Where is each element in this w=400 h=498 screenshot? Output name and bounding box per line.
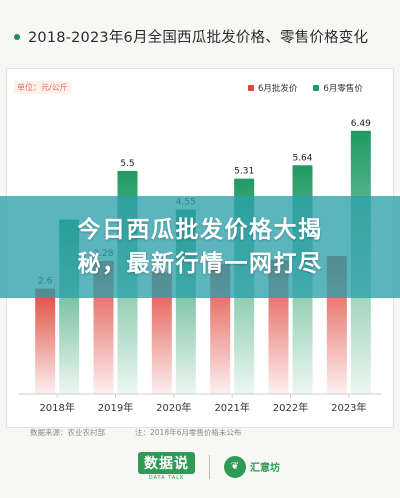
title-row: 2018-2023年6月全国西瓜批发价格、零售价格变化	[14, 26, 368, 47]
footnote: 注：2018年6月零售价格未公布	[135, 428, 242, 437]
leaf-icon: ❦	[224, 455, 246, 478]
legend-label-retail: 6月零售价	[323, 84, 363, 94]
shujushuo-logo-text: 数据说	[138, 452, 195, 474]
chart-title: 2018-2023年6月全国西瓜批发价格、零售价格变化	[28, 30, 369, 46]
legend-label-wholesale: 6月批发价	[258, 84, 298, 94]
value-label-retail-3: 5.31	[234, 167, 254, 177]
legend-swatch-wholesale	[248, 85, 254, 91]
headline-banner: 今日西瓜批发价格大揭 秘，最新行情一网打尽	[0, 196, 400, 298]
title-bullet-icon	[14, 33, 20, 40]
bar-wholesale-2	[151, 272, 172, 394]
footer-logos: 数据说 DATA TALK ❦ 汇意坊	[138, 452, 280, 481]
x-tick-label-5: 2023年	[331, 401, 366, 414]
legend-item-retail: 6月零售价	[313, 82, 363, 94]
huiyiting-logo: ❦ 汇意坊	[224, 455, 280, 478]
bar-wholesale-0	[35, 288, 56, 394]
x-tick-label-2: 2020年	[156, 401, 191, 414]
unit-label: 单位：元/公斤	[14, 81, 71, 94]
value-label-retail-1: 5.5	[120, 159, 134, 169]
data-source: 数据来源：农业农村部	[30, 428, 105, 437]
x-tick-label-3: 2021年	[214, 401, 249, 414]
x-tick-label-1: 2019年	[98, 401, 133, 414]
shujushuo-logo: 数据说 DATA TALK	[138, 452, 195, 481]
headline-line-1: 今日西瓜批发价格大揭	[77, 217, 323, 243]
huiyiting-logo-text: 汇意坊	[250, 463, 280, 474]
value-label-retail-5: 6.49	[351, 119, 371, 129]
headline-line-2: 秘，最新行情一网打尽	[77, 251, 323, 277]
logo-divider	[209, 454, 210, 479]
legend-swatch-retail	[313, 85, 320, 91]
legend-item-wholesale: 6月批发价	[248, 82, 297, 94]
shujushuo-logo-subtext: DATA TALK	[148, 475, 185, 481]
source-notes: 数据来源：农业农村部 注：2018年6月零售价格未公布	[30, 427, 241, 438]
value-label-retail-4: 5.64	[292, 153, 312, 163]
x-tick-label-4: 2022年	[273, 401, 308, 414]
x-tick-label-0: 2018年	[39, 401, 74, 414]
legend: 6月批发价 6月零售价	[248, 82, 363, 94]
